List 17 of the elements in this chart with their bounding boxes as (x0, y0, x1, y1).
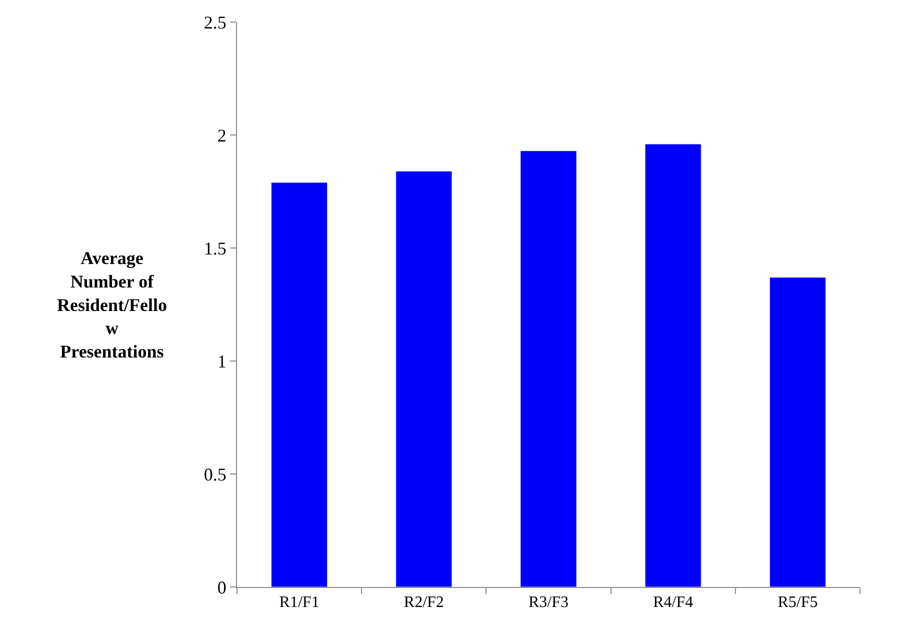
x-tick-label: R4/F4 (653, 594, 694, 612)
x-tick-label: R1/F1 (279, 594, 320, 612)
y-tick-label: 1.5 (204, 238, 226, 258)
bar (644, 144, 702, 587)
y-tick-label: 2.5 (204, 12, 226, 32)
y-axis-title: Average Number of Resident/Fello w Presentations (57, 248, 167, 362)
y-tick-label: 0 (217, 577, 226, 598)
bar (396, 170, 452, 587)
bar (769, 277, 826, 587)
bar (271, 182, 328, 587)
y-tick-label: 1 (217, 351, 226, 372)
x-tick-label: R2/F2 (404, 594, 444, 612)
y-tick-label: 0.5 (204, 464, 226, 484)
x-tick-label: R3/F3 (528, 594, 569, 612)
x-tick-label: R5/F5 (778, 594, 818, 612)
bar (520, 150, 577, 587)
y-tick-label: 2 (217, 125, 226, 146)
